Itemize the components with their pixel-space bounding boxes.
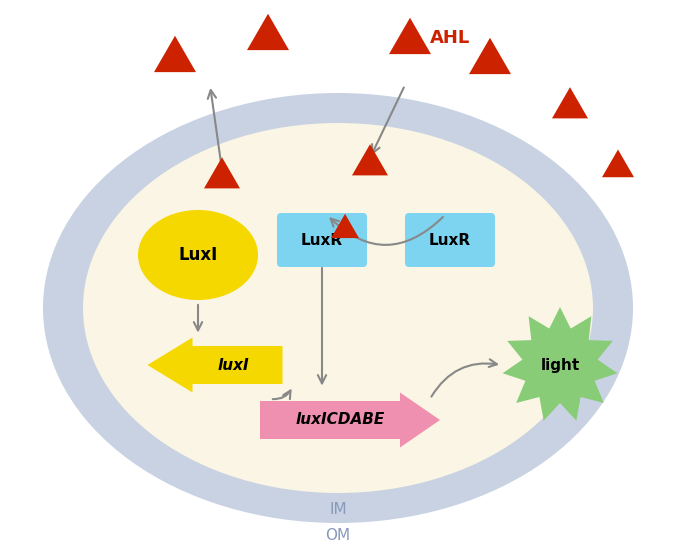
Ellipse shape — [138, 210, 258, 300]
Text: luxI: luxI — [217, 357, 249, 372]
Ellipse shape — [83, 123, 593, 493]
FancyBboxPatch shape — [405, 213, 495, 267]
Polygon shape — [352, 144, 388, 175]
Polygon shape — [502, 307, 617, 421]
Text: light: light — [540, 357, 579, 372]
Polygon shape — [204, 157, 240, 188]
Polygon shape — [247, 14, 289, 50]
Polygon shape — [552, 87, 588, 118]
Text: LuxR: LuxR — [301, 232, 343, 248]
Text: AHL: AHL — [430, 29, 470, 47]
Text: LuxI: LuxI — [178, 246, 218, 264]
Text: IM: IM — [329, 502, 347, 517]
Polygon shape — [389, 18, 431, 54]
Polygon shape — [469, 38, 511, 74]
FancyBboxPatch shape — [277, 213, 367, 267]
Text: luxICDABE: luxICDABE — [295, 413, 385, 427]
Text: OM: OM — [325, 528, 351, 543]
FancyArrow shape — [147, 338, 283, 393]
FancyArrow shape — [260, 393, 440, 447]
Polygon shape — [154, 36, 196, 72]
Polygon shape — [331, 214, 359, 238]
Ellipse shape — [43, 93, 633, 523]
Text: LuxR: LuxR — [429, 232, 471, 248]
Polygon shape — [602, 150, 634, 177]
